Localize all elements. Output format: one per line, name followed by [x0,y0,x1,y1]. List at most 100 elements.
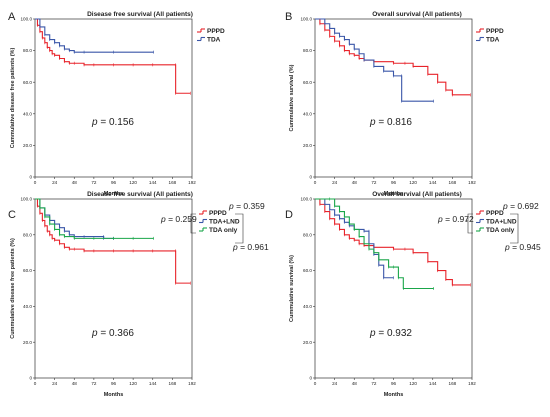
series-line-tda-only [35,198,154,239]
y-tick-label: 80.0 [303,48,312,53]
chart-title: Disease free survival (All patients) [87,191,193,198]
series-line-pppd [35,18,191,94]
series-line-tda-lnd [35,198,114,239]
comparison-bracket-right [510,213,519,244]
x-tick-label: 0 [34,180,37,185]
x-tick-label: 72 [91,381,97,386]
y-tick-label: 20.0 [303,143,312,148]
x-tick-label: 72 [371,180,377,185]
y-tick-label: 80.0 [23,48,32,53]
y-tick-label: 40.0 [23,111,32,116]
x-tick-label: 192 [188,381,196,386]
y-tick-label: 0 [309,175,312,180]
y-tick-label: 60.0 [303,268,312,273]
x-axis-label: Months [104,392,124,398]
y-tick-label: 100.0 [21,197,33,202]
series-line-tda-lnd [315,198,394,279]
y-axis-label: Cummulative survival (%) [289,64,295,131]
p-value-label: p = 0.359 [228,201,265,211]
x-tick-label: 48 [72,180,78,185]
y-tick-label: 0 [29,175,32,180]
p-value-label: p = 0.366 [91,328,134,339]
legend-label: TDA only [486,227,515,234]
panel-c: C Disease free survival (All patients) 0 20… [8,191,269,398]
x-tick-label: 96 [391,381,397,386]
chart-title: Overall survival (All patients) [372,11,462,18]
panel-letter: B [285,11,292,23]
series-line-pppd [315,18,471,96]
y-tick-label: 40.0 [23,304,32,309]
y-tick-label: 60.0 [23,80,32,85]
x-tick-label: 96 [111,180,117,185]
x-axis-label: Months [104,191,124,197]
legend-label: TDA [486,37,500,44]
plot-frame [314,18,473,178]
x-axis-label: Months [384,191,404,197]
panel-d: D Overall survival (All patients) 0 20.0 40.… [285,191,541,398]
x-tick-label: 144 [149,180,157,185]
legend-label: PPPD [486,28,504,35]
y-tick-label: 80.0 [23,232,32,237]
y-tick-label: 60.0 [23,268,32,273]
legend-label: TDA+LND [209,219,240,226]
y-tick-label: 20.0 [23,340,32,345]
series-line-pppd [35,198,191,284]
y-tick-label: 80.0 [303,232,312,237]
y-tick-label: 100.0 [301,197,313,202]
x-tick-label: 120 [129,381,137,386]
series-line-pppd [315,198,471,286]
legend-label: TDA+LND [486,219,517,226]
x-tick-label: 72 [91,180,97,185]
p-value-label: p = 0.259 [160,214,197,224]
x-tick-label: 48 [352,381,358,386]
x-tick-label: 192 [188,180,196,185]
x-tick-label: 144 [429,381,437,386]
x-tick-label: 0 [34,381,37,386]
y-tick-label: 20.0 [303,340,312,345]
panel-letter: C [8,209,16,221]
panel-a: A Disease free survival (All patients) 0 20… [8,11,225,197]
x-tick-label: 48 [72,381,78,386]
y-tick-label: 40.0 [303,111,312,116]
panel-letter: D [285,209,293,221]
panel-letter: A [8,11,16,23]
x-tick-label: 168 [169,180,177,185]
x-tick-label: 192 [468,381,476,386]
plot-frame [34,198,193,379]
x-tick-label: 168 [449,381,457,386]
x-tick-label: 0 [314,381,317,386]
x-tick-label: 24 [332,381,338,386]
x-tick-label: 144 [149,381,157,386]
p-value-label: p = 0.692 [502,201,539,211]
x-tick-label: 168 [169,381,177,386]
legend-label: PPPD [209,210,227,217]
y-tick-label: 20.0 [23,143,32,148]
x-tick-label: 24 [52,381,58,386]
comparison-bracket-left [190,213,196,234]
x-tick-label: 168 [449,180,457,185]
p-value-label: p = 0.972 [437,214,474,224]
legend-label: PPPD [207,28,225,35]
plot-frame [314,198,473,379]
x-axis-label: Months [384,392,404,398]
p-value-label: p = 0.156 [91,117,134,128]
legend-label: TDA [207,37,221,44]
y-tick-label: 0 [309,376,312,381]
x-tick-label: 48 [352,180,358,185]
p-value-label: p = 0.961 [232,242,269,252]
p-value-label: p = 0.816 [369,117,412,128]
x-tick-label: 120 [409,381,417,386]
legend: PPPD TDA [476,28,504,44]
p-value-label: p = 0.945 [504,242,541,252]
comparison-bracket-left [467,213,473,234]
x-tick-label: 144 [429,180,437,185]
legend: PPPD TDA [197,28,225,44]
x-tick-label: 96 [391,180,397,185]
legend-label: PPPD [486,210,504,217]
y-tick-label: 100.0 [301,17,313,22]
y-tick-label: 40.0 [303,304,312,309]
comparison-bracket-right [235,213,244,244]
y-tick-label: 60.0 [303,80,312,85]
